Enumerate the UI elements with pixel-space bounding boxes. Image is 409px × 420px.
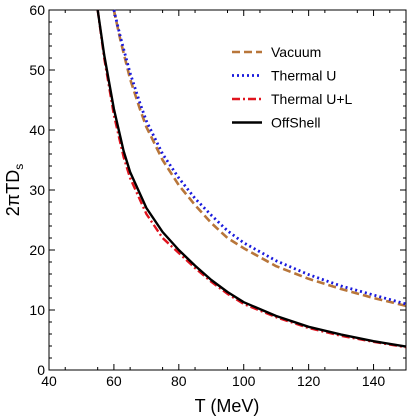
y-tick-label: 20 — [29, 242, 45, 258]
legend-label-thermal-u-l: Thermal U+L — [271, 91, 353, 107]
x-tick-label: 140 — [362, 373, 386, 389]
legend-label-thermal-u: Thermal U — [271, 68, 336, 84]
y-axis-title: 2πTDs — [3, 164, 26, 216]
x-tick-label: 120 — [297, 373, 321, 389]
y-axis-title-main: 2πTD — [3, 170, 23, 216]
y-tick-label: 50 — [29, 62, 45, 78]
series-line-offshell — [96, 9, 407, 348]
x-tick-label: 100 — [232, 373, 256, 389]
y-tick-label: 0 — [37, 362, 45, 378]
x-tick-label: 80 — [171, 373, 187, 389]
legend: Vacuum Thermal U Thermal U+L OffShell — [232, 44, 353, 131]
y-tick-label: 40 — [29, 122, 45, 138]
series-line-thermal-u — [112, 9, 407, 306]
plot-frame — [48, 9, 407, 371]
axis-ticks: 40 60 80 100 120 140 0 10 20 30 40 50 60 — [29, 2, 406, 389]
series-layer — [96, 9, 407, 349]
y-tick-label: 60 — [29, 2, 45, 18]
x-tick-label: 60 — [106, 373, 122, 389]
y-axis-title-subscript: s — [12, 164, 26, 170]
series-line-vacuum — [112, 9, 407, 308]
y-tick-label: 10 — [29, 302, 45, 318]
y-tick-label: 30 — [29, 182, 45, 198]
x-tick-label: 40 — [41, 373, 57, 389]
x-axis-title: T (MeV) — [195, 396, 260, 416]
legend-label-offshell: OffShell — [271, 115, 321, 131]
legend-label-vacuum: Vacuum — [271, 44, 321, 60]
series-line-thermal-u-l — [96, 9, 407, 349]
